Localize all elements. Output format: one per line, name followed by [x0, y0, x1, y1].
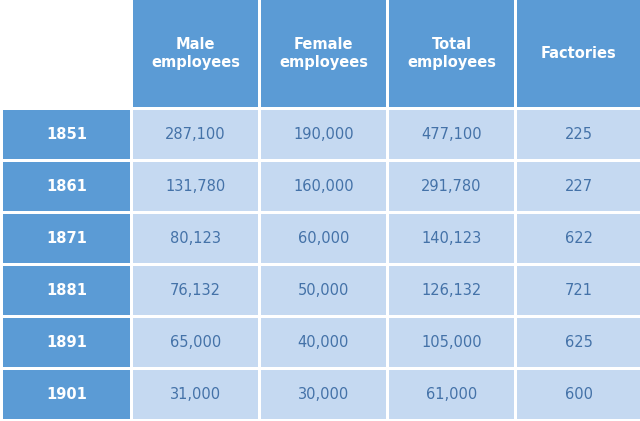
Bar	[133, 162, 258, 211]
Bar	[261, 162, 386, 211]
Bar	[133, 266, 258, 315]
Bar	[3, 110, 130, 159]
Bar	[389, 266, 514, 315]
Bar	[261, 110, 386, 159]
Bar	[389, 162, 514, 211]
Text: 1851: 1851	[46, 127, 87, 142]
Text: 140,123: 140,123	[421, 231, 482, 246]
Bar	[389, 214, 514, 263]
Text: 622: 622	[564, 231, 593, 246]
Text: 65,000: 65,000	[170, 335, 221, 350]
Text: 105,000: 105,000	[421, 335, 482, 350]
Text: 477,100: 477,100	[421, 127, 482, 142]
Bar	[261, 318, 386, 367]
Text: 225: 225	[564, 127, 593, 142]
Text: 287,100: 287,100	[165, 127, 226, 142]
Text: 131,780: 131,780	[165, 179, 226, 194]
Bar	[517, 0, 640, 107]
Text: 721: 721	[564, 283, 593, 298]
Bar	[133, 370, 258, 419]
Bar	[261, 0, 386, 107]
Text: 126,132: 126,132	[421, 283, 482, 298]
Bar	[261, 266, 386, 315]
Text: Factories: Factories	[541, 46, 616, 61]
Text: 61,000: 61,000	[426, 387, 477, 402]
Bar	[517, 318, 640, 367]
Text: 227: 227	[564, 179, 593, 194]
Text: 1881: 1881	[46, 283, 87, 298]
Bar	[517, 110, 640, 159]
Bar	[389, 370, 514, 419]
Bar	[517, 214, 640, 263]
Text: 160,000: 160,000	[293, 179, 354, 194]
Text: 40,000: 40,000	[298, 335, 349, 350]
Text: 1861: 1861	[46, 179, 87, 194]
Bar	[3, 214, 130, 263]
Text: Male
employees: Male employees	[151, 37, 240, 70]
Text: 30,000: 30,000	[298, 387, 349, 402]
Bar	[261, 214, 386, 263]
Text: 76,132: 76,132	[170, 283, 221, 298]
Bar	[133, 214, 258, 263]
Bar	[133, 318, 258, 367]
Text: Female
employees: Female employees	[279, 37, 368, 70]
Text: Total
employees: Total employees	[407, 37, 496, 70]
Bar	[133, 0, 258, 107]
Text: 291,780: 291,780	[421, 179, 482, 194]
Text: 190,000: 190,000	[293, 127, 354, 142]
Bar	[517, 266, 640, 315]
Text: 31,000: 31,000	[170, 387, 221, 402]
Text: 1871: 1871	[46, 231, 87, 246]
Text: 60,000: 60,000	[298, 231, 349, 246]
Text: 50,000: 50,000	[298, 283, 349, 298]
Bar	[261, 370, 386, 419]
Bar	[3, 370, 130, 419]
Bar	[133, 110, 258, 159]
Text: 1891: 1891	[46, 335, 87, 350]
Bar	[517, 162, 640, 211]
Text: 625: 625	[564, 335, 593, 350]
Text: 80,123: 80,123	[170, 231, 221, 246]
Bar	[389, 110, 514, 159]
Text: 1901: 1901	[46, 387, 87, 402]
Bar	[3, 318, 130, 367]
Bar	[389, 0, 514, 107]
Bar	[3, 162, 130, 211]
Bar	[389, 318, 514, 367]
Text: 600: 600	[564, 387, 593, 402]
Bar	[517, 370, 640, 419]
Bar	[3, 266, 130, 315]
